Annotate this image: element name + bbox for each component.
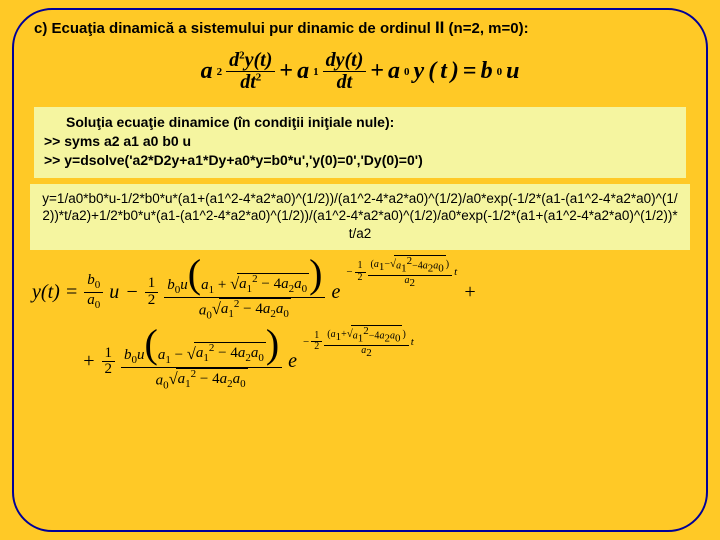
result-box: y=1/a0*b0*u-1/2*b0*u*(a1+(a1^2-4*a2*a0)^…	[30, 184, 690, 251]
title-order: II	[435, 18, 444, 37]
e-1: e	[331, 281, 340, 304]
u-symbol: u	[109, 281, 119, 304]
formula-row-1: y(t) = b0a0 u − 12 b0u(a1 + a12 − 4a2a0)…	[32, 262, 688, 322]
e-2: e	[288, 350, 297, 373]
yt-label: y(t) =	[32, 281, 78, 304]
content-area: c) Ecuaţia dinamică a sistemului pur din…	[28, 18, 692, 392]
solution-lead: Soluţia ecuaţie dinamice (în condiţii in…	[44, 113, 676, 132]
matlab-line-dsolve: >> y=dsolve('a2*D2y+a1*Dy+a0*y=b0*u','y(…	[44, 151, 676, 170]
title-prefix: c) Ecuaţia dinamică a sistemului pur din…	[34, 20, 435, 37]
matlab-line-syms: >> syms a2 a1 a0 b0 u	[44, 132, 676, 151]
typeset-formula: y(t) = b0a0 u − 12 b0u(a1 + a12 − 4a2a0)…	[28, 258, 692, 391]
title-suffix: (n=2, m=0):	[444, 20, 528, 37]
result-text: y=1/a0*b0*u-1/2*b0*u*(a1+(a1^2-4*a2*a0)^…	[42, 191, 677, 241]
plus-1: +	[463, 281, 477, 304]
main-equation: a2 d2y(t)dt2 + a1 dy(t)dt + a0 y(t) = b0…	[28, 50, 692, 93]
title-line: c) Ecuaţia dinamică a sistemului pur din…	[28, 18, 692, 38]
exponent-2: −12 (a1+a12−4a2a0)a2 t	[303, 325, 414, 359]
plus-2: +	[82, 350, 96, 373]
solution-box: Soluţia ecuaţie dinamice (în condiţii in…	[34, 107, 686, 178]
minus-1: −	[125, 281, 139, 304]
exponent-1: −12 (a1−a12−4a2a0)a2 t	[346, 255, 457, 289]
formula-row-2: + 12 b0u(a1 − a12 − 4a2a0) a0a12 − 4a2a0…	[32, 332, 688, 392]
